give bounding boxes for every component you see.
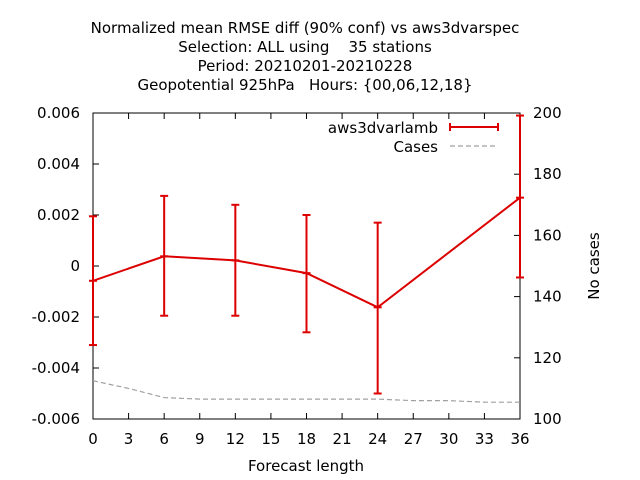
title-line-1: Normalized mean RMSE diff (90% conf) vs … bbox=[91, 19, 520, 37]
x-tick-label: 27 bbox=[404, 430, 423, 448]
y2-tick-label: 180 bbox=[533, 165, 562, 183]
y2-tick-label: 100 bbox=[533, 410, 562, 428]
x-tick-label: 18 bbox=[297, 430, 316, 448]
x-tick-label: 33 bbox=[475, 430, 494, 448]
y2-tick-label: 140 bbox=[533, 288, 562, 306]
y-tick-label: 0 bbox=[70, 257, 80, 275]
series-line-aws3dvarlamb bbox=[92, 196, 521, 309]
x-tick-label: 6 bbox=[159, 430, 169, 448]
y2-axis-label: No cases bbox=[585, 232, 603, 300]
x-tick-label: 9 bbox=[195, 430, 205, 448]
title-line-4: Geopotential 925hPa Hours: {00,06,12,18} bbox=[137, 76, 472, 94]
y-tick-label: -0.006 bbox=[32, 410, 80, 428]
x-tick-label: 36 bbox=[510, 430, 529, 448]
legend: aws3dvarlamb Cases bbox=[328, 119, 499, 156]
title-line-2: Selection: ALL using 35 stations bbox=[178, 38, 432, 56]
x-tick-label: 21 bbox=[333, 430, 352, 448]
x-tick-label: 24 bbox=[368, 430, 387, 448]
y-tick-label: 0.006 bbox=[37, 104, 80, 122]
x-tick-label: 0 bbox=[88, 430, 98, 448]
x-tick-label: 12 bbox=[226, 430, 245, 448]
axis-ticks: 0 3 6 9 12 15 18 21 24 27 30 33 360.0060.0040.0020-0… bbox=[32, 104, 562, 448]
y2-tick-label: 200 bbox=[533, 104, 562, 122]
legend-label-series-2: Cases bbox=[393, 138, 438, 156]
x-tick-label: 30 bbox=[439, 430, 458, 448]
chart-title: Normalized mean RMSE diff (90% conf) vs … bbox=[91, 19, 520, 94]
y2-tick-label: 160 bbox=[533, 226, 562, 244]
x-tick-label: 3 bbox=[124, 430, 134, 448]
legend-label-series-1: aws3dvarlamb bbox=[328, 119, 438, 137]
y-tick-label: -0.002 bbox=[32, 308, 80, 326]
series-line-cases bbox=[92, 380, 520, 403]
y-tick-label: -0.004 bbox=[32, 359, 80, 377]
title-line-3: Period: 20210201-20210228 bbox=[198, 57, 413, 75]
x-axis-label: Forecast length bbox=[248, 457, 364, 475]
y-tick-label: 0.002 bbox=[37, 206, 80, 224]
y-tick-label: 0.004 bbox=[37, 155, 80, 173]
series-layer bbox=[89, 114, 524, 403]
x-tick-label: 15 bbox=[261, 430, 280, 448]
legend-symbol-series-1 bbox=[449, 123, 499, 131]
y2-tick-label: 120 bbox=[533, 349, 562, 367]
